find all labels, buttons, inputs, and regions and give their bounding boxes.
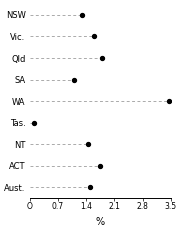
Point (32, 121, 35, 125)
Point (99, 164, 102, 168)
Point (101, 56, 104, 60)
Point (87, 142, 90, 146)
Point (167, 99, 170, 103)
Point (89, 185, 92, 189)
Point (93, 35, 96, 38)
Point (81, 13, 84, 17)
X-axis label: %: % (96, 217, 105, 227)
Point (73, 78, 75, 82)
